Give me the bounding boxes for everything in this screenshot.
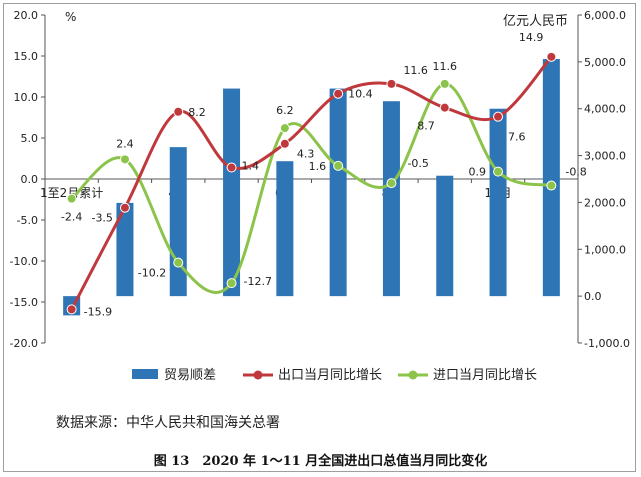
left-axis-unit: %: [65, 10, 76, 24]
trade-surplus-bar: [436, 175, 454, 297]
right-tick-label: 6,000.0: [584, 9, 626, 22]
export-growth-label: 8.7: [417, 120, 435, 133]
left-tick-label: 5.0: [21, 132, 39, 145]
export-growth-point: [333, 88, 344, 99]
left-tick-label: 10.0: [14, 91, 39, 104]
right-axis-unit: 亿元人民币: [503, 14, 568, 29]
legend-marker-export: [253, 370, 263, 380]
left-tick-label: -15.0: [10, 296, 38, 309]
left-tick-label: 0.0: [21, 173, 39, 186]
import-growth-point: [279, 123, 290, 134]
category-label: 1至2月累计: [40, 186, 103, 200]
legend-label-trade-surplus: 贸易顺差: [164, 368, 216, 383]
chart-frame: [3, 3, 636, 472]
import-growth-point: [493, 166, 504, 177]
export-growth-point: [119, 202, 130, 213]
export-growth-point: [279, 138, 290, 149]
import-growth-label: 2.4: [116, 137, 134, 150]
legend-marker-import: [408, 370, 418, 380]
import-growth-point: [386, 178, 397, 189]
export-growth-label: 10.4: [348, 88, 373, 101]
export-growth-label: 14.9: [519, 31, 544, 44]
import-growth-label: 0.9: [469, 166, 487, 179]
export-growth-point: [173, 106, 184, 117]
import-growth-point: [119, 154, 130, 165]
trade-surplus-bar: [116, 202, 134, 297]
export-growth-label: 4.3: [297, 148, 315, 161]
right-tick-label: -1,000.0: [584, 337, 630, 350]
right-tick-label: 3,000.0: [584, 150, 626, 163]
figure-caption: 图 13 2020 年 1～11 月全国进出口总值当月同比变化: [153, 454, 488, 469]
left-tick-label: 20.0: [14, 9, 39, 22]
export-growth-label: 8.2: [188, 106, 206, 119]
import-growth-label: 6.2: [276, 104, 294, 117]
import-growth-label: -0.8: [565, 166, 586, 179]
export-growth-label: 7.6: [508, 131, 526, 144]
import-growth-point: [66, 193, 77, 204]
export-growth-point: [386, 78, 397, 89]
import-growth-label: 11.6: [433, 60, 458, 73]
legend-label-export: 出口当月同比增长: [278, 368, 382, 383]
legend-swatch-trade-surplus: [132, 369, 158, 379]
import-growth-point: [226, 278, 237, 289]
trade-surplus-bar: [542, 59, 560, 297]
export-growth-label: 11.6: [403, 64, 428, 77]
export-growth-point: [546, 51, 557, 62]
import-growth-point: [333, 160, 344, 171]
trade-surplus-bars: [63, 59, 560, 316]
export-growth-label: -3.5: [91, 212, 112, 225]
import-growth-point: [439, 78, 450, 89]
right-tick-label: 2,000.0: [584, 196, 626, 209]
chart-axes: -20.0 -15.0 -10.0 -5.0 0.0 5.0 10.0 15.0 20.0 -1,…: [10, 9, 630, 350]
import-growth-label: -10.2: [138, 267, 166, 280]
legend-label-import: 进口当月同比增长: [433, 368, 537, 383]
right-tick-label: 4,000.0: [584, 103, 626, 116]
left-tick-label: -20.0: [10, 337, 38, 350]
import-growth-line: [70, 82, 552, 294]
import-growth-point: [546, 180, 557, 191]
source-note: 数据来源：中华人民共和国海关总署: [56, 415, 280, 431]
trade-surplus-bar: [489, 108, 507, 297]
import-growth-label: -2.4: [61, 211, 82, 224]
import-growth-label: -0.5: [407, 157, 428, 170]
trade-surplus-bar: [223, 88, 241, 297]
legend: 贸易顺差 出口当月同比增长 进口当月同比增长: [132, 368, 537, 383]
left-tick-label: -5.0: [17, 214, 38, 227]
growth-lines: [66, 51, 557, 315]
export-growth-point: [493, 111, 504, 122]
data-labels: -15.9 -3.5 8.2 1.4 4.3 10.4 11.6 8.7 7.6 14.9 -2.4…: [61, 31, 587, 319]
import-growth-label: -12.7: [244, 275, 272, 288]
right-tick-label: 5,000.0: [584, 56, 626, 69]
export-growth-label: -15.9: [84, 305, 112, 318]
export-growth-label: 1.4: [242, 160, 259, 173]
right-tick-label: 1,000.0: [584, 243, 626, 256]
trade-surplus-bar: [329, 88, 347, 297]
trade-surplus-bar: [276, 161, 294, 297]
export-growth-point: [226, 162, 237, 173]
trade-surplus-bar: [382, 101, 400, 297]
trade-surplus-bar: [169, 147, 187, 297]
left-tick-label: -10.0: [10, 255, 38, 268]
left-tick-label: 15.0: [14, 50, 39, 63]
export-growth-point: [66, 304, 77, 315]
right-tick-label: 0.0: [584, 290, 602, 303]
import-growth-point: [173, 257, 184, 268]
export-growth-point: [439, 102, 450, 113]
import-growth-label: 1.6: [309, 160, 327, 173]
export-growth-line: [70, 55, 553, 311]
